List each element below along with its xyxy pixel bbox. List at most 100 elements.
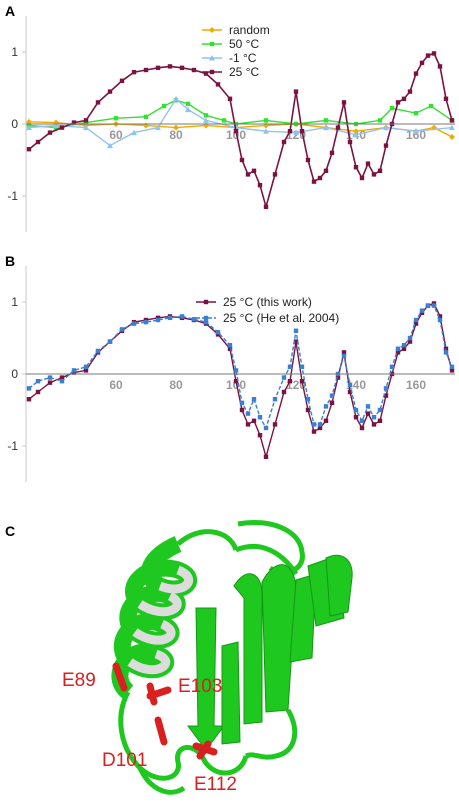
beta-sheet [187, 554, 353, 751]
data-point [245, 411, 251, 416]
data-point [143, 122, 149, 129]
legend-label: 25 °C (He et al. 2004) [223, 311, 339, 325]
data-point [407, 339, 413, 344]
data-point [107, 89, 113, 94]
data-point [167, 64, 173, 69]
x-tick-label: 140 [346, 378, 366, 392]
data-point [239, 407, 245, 413]
data-point [257, 415, 263, 420]
bottom-loop [118, 690, 298, 781]
data-point [383, 393, 389, 398]
data-point [185, 106, 191, 113]
data-point [299, 129, 305, 134]
data-point [272, 422, 278, 427]
data-point [215, 82, 221, 87]
legend-marker [209, 55, 215, 61]
data-point [335, 375, 341, 380]
data-point [383, 386, 389, 391]
data-point [323, 404, 329, 409]
data-point [407, 335, 413, 341]
data-point [329, 393, 335, 398]
x-tick-label: 60 [109, 128, 123, 142]
data-point [233, 379, 239, 384]
data-point [59, 379, 65, 384]
data-point [35, 139, 41, 145]
panel-a-label: A [5, 3, 16, 19]
data-point [227, 96, 233, 101]
top-loop-2 [235, 543, 299, 576]
data-point [299, 364, 305, 369]
data-point [431, 124, 437, 131]
data-point [161, 103, 167, 109]
data-point [143, 319, 149, 325]
data-point [419, 60, 425, 65]
data-point [281, 375, 287, 380]
y-tick-label: -1 [7, 189, 18, 203]
data-point [353, 407, 359, 413]
data-point [155, 317, 161, 323]
data-point [173, 95, 179, 102]
data-point [413, 321, 419, 326]
data-point [287, 379, 293, 384]
data-point [263, 128, 269, 134]
data-point [143, 67, 149, 73]
data-point [305, 407, 311, 413]
x-tick-label: 160 [406, 378, 426, 392]
data-point [227, 343, 233, 348]
data-point [35, 389, 41, 395]
data-point [443, 96, 449, 101]
data-point [425, 303, 431, 308]
data-point [203, 117, 209, 123]
data-point [131, 69, 137, 75]
data-point [71, 120, 77, 125]
data-point [341, 100, 347, 105]
panel-c-label: C [5, 523, 16, 539]
data-point [272, 172, 278, 177]
data-point [239, 400, 245, 405]
data-point [377, 168, 383, 173]
protein-structure: E89 E103 D101 E112 [62, 519, 353, 795]
y-tick-label: 0 [11, 117, 18, 131]
data-point [53, 122, 59, 128]
data-point [293, 328, 299, 333]
data-point [401, 96, 407, 101]
data-point [413, 128, 419, 134]
data-point [263, 454, 269, 459]
data-point [341, 353, 347, 359]
data-point [215, 330, 221, 335]
data-point [365, 161, 371, 166]
x-tick-label: 160 [406, 128, 426, 142]
legend-label: -1 °C [229, 51, 257, 65]
data-point [107, 339, 113, 344]
data-point [167, 315, 173, 321]
data-point [353, 415, 359, 420]
legend-marker [209, 27, 215, 33]
data-point [437, 64, 443, 69]
data-point [413, 111, 419, 116]
legend-label: random [229, 23, 270, 37]
data-point [371, 172, 377, 177]
y-tick-label: -1 [7, 439, 18, 453]
data-point [377, 407, 383, 413]
data-point [83, 118, 89, 123]
data-point [365, 411, 371, 416]
data-point [407, 89, 413, 94]
data-point [413, 71, 419, 76]
data-point [449, 118, 455, 123]
data-point [179, 314, 185, 319]
y-tick-label: 1 [11, 45, 18, 59]
legend-marker [209, 69, 215, 75]
data-point [401, 346, 407, 351]
data-point [185, 101, 191, 107]
data-point [26, 147, 32, 152]
data-point [107, 142, 113, 149]
data-point [347, 389, 353, 395]
data-point [221, 118, 227, 123]
data-point [335, 125, 341, 130]
data-point [437, 314, 443, 319]
data-point [437, 317, 443, 323]
data-point [251, 168, 257, 173]
data-point [449, 364, 455, 369]
data-point [95, 348, 101, 354]
data-point [395, 100, 401, 105]
